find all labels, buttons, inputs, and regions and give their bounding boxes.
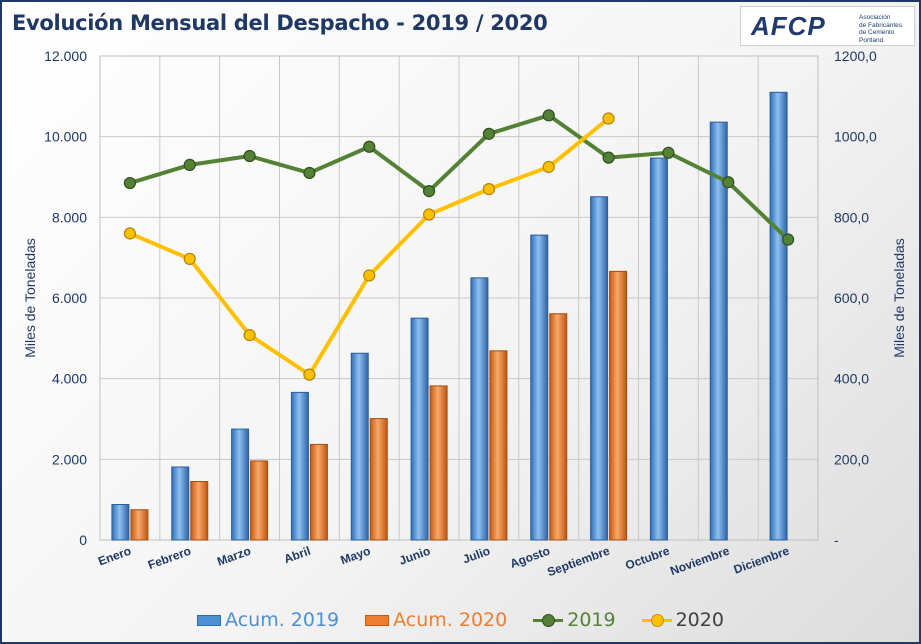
bar-acum-2019-agosto xyxy=(530,234,549,541)
x-tick-label: Junio xyxy=(397,544,432,568)
legend-label-acum-2020: Acum. 2020 xyxy=(393,609,508,631)
y-tick-label: 0 xyxy=(79,532,87,548)
point-2019-abril xyxy=(303,166,316,180)
x-tick-label: Febrero xyxy=(146,544,193,572)
point-2020-mayo xyxy=(363,269,376,282)
y2-tick-label: 1000,0 xyxy=(834,129,877,145)
point-2020-febrero xyxy=(183,252,196,265)
x-tick-label: Abril xyxy=(282,544,312,567)
point-2019-enero xyxy=(123,176,137,190)
x-tick-label: Octubre xyxy=(623,544,671,573)
point-2020-junio xyxy=(422,208,436,221)
bar-acum-2019-octubre xyxy=(649,157,668,541)
point-2019-septiembre xyxy=(602,151,615,164)
y2-tick-label: 800,0 xyxy=(834,209,869,225)
bar-acum-2019-diciembre xyxy=(769,91,788,541)
bar-acum-2019-abril xyxy=(290,391,309,541)
point-2019-noviembre xyxy=(722,176,735,189)
logo-caption-line: Asociación xyxy=(859,14,891,21)
y-axis-title: Miles de Toneladas xyxy=(22,238,38,358)
point-2020-septiembre xyxy=(602,112,615,125)
point-2020-julio xyxy=(482,183,496,196)
point-2020-abril xyxy=(303,368,316,381)
y-tick-label: 10.000 xyxy=(44,129,87,145)
legend-swatch-2020 xyxy=(641,614,672,627)
logo-caption: Asociación de Fabricantes de Cemento Por… xyxy=(859,14,913,44)
bar-acum-2020-abril xyxy=(309,443,328,541)
logo-mark: AFCP xyxy=(751,11,826,41)
legend-item-2020: 2020 xyxy=(641,609,724,631)
point-2019-junio xyxy=(422,185,436,198)
bar-acum-2020-enero xyxy=(130,509,149,541)
plot-border xyxy=(99,55,819,541)
legend-label-2020: 2020 xyxy=(675,609,724,631)
x-tick-label: Diciembre xyxy=(732,544,792,577)
legend-swatch-acum-2019 xyxy=(197,614,222,626)
point-2019-octubre xyxy=(662,146,675,159)
point-2020-agosto xyxy=(542,160,555,174)
bar-acum-2020-marzo xyxy=(250,460,269,541)
logo-caption-line: de Cemento xyxy=(859,29,895,36)
x-tick-label: Julio xyxy=(461,544,492,567)
bar-acum-2019-junio xyxy=(410,317,429,541)
y-tick-label: 2.000 xyxy=(52,451,87,467)
point-2019-mayo xyxy=(363,140,376,153)
legend-item-2019: 2019 xyxy=(533,609,616,631)
chart-title: Evolución Mensual del Despacho - 2019 / … xyxy=(12,11,548,35)
logo-caption-line: Portland xyxy=(859,36,884,44)
y-tick-label: 6.000 xyxy=(52,290,87,306)
bar-acum-2019-julio xyxy=(470,277,489,541)
logo-caption-line: de Fabricantes xyxy=(859,21,902,29)
point-2020-marzo xyxy=(243,329,256,342)
x-tick-label: Septiembre xyxy=(545,544,612,580)
y2-tick-label: 200,0 xyxy=(834,451,869,467)
bar-acum-2020-febrero xyxy=(190,481,209,541)
bar-acum-2019-marzo xyxy=(231,428,250,541)
afcp-logo: AFCP Asociación de Fabricantes de Cement… xyxy=(740,6,915,46)
y2-tick-label: 400,0 xyxy=(834,371,869,387)
bar-acum-2019-febrero xyxy=(171,466,190,541)
x-tick-label: Mayo xyxy=(339,544,373,568)
point-2019-julio xyxy=(482,127,496,140)
x-tick-label: Noviembre xyxy=(668,544,731,578)
bar-acum-2020-mayo xyxy=(369,418,388,541)
legend-swatch-2019 xyxy=(533,614,564,627)
y-tick-label: 12.000 xyxy=(44,48,87,64)
bar-acum-2020-junio xyxy=(429,385,448,541)
bar-acum-2019-mayo xyxy=(350,352,369,541)
legend-label-2019: 2019 xyxy=(567,609,616,631)
point-2019-agosto xyxy=(542,109,555,122)
x-tick-label: Enero xyxy=(96,544,133,569)
point-2019-febrero xyxy=(183,158,196,171)
x-tick-label: Marzo xyxy=(215,544,252,569)
y2-tick-label: - xyxy=(834,532,839,548)
point-2020-enero xyxy=(123,227,137,240)
y-tick-label: 4.000 xyxy=(52,371,87,387)
bar-acum-2020-julio xyxy=(489,350,508,541)
line-series-2019 xyxy=(129,113,790,241)
legend: Acum. 2019 Acum. 2020 2019 2020 xyxy=(2,609,919,631)
bar-acum-2019-septiembre xyxy=(590,196,609,541)
y2-tick-label: 600,0 xyxy=(834,290,869,306)
legend-item-acum-2019: Acum. 2019 xyxy=(197,609,339,631)
bar-acum-2020-septiembre xyxy=(609,270,628,541)
legend-swatch-acum-2020 xyxy=(365,614,390,626)
y2-axis-title: Miles de Toneladas xyxy=(891,238,907,358)
y-tick-label: 8.000 xyxy=(52,209,87,225)
legend-label-acum-2019: Acum. 2019 xyxy=(225,609,340,631)
legend-item-acum-2020: Acum. 2020 xyxy=(365,609,507,631)
point-2019-marzo xyxy=(243,149,256,163)
bar-acum-2019-noviembre xyxy=(709,121,728,541)
y2-tick-label: 1200,0 xyxy=(834,48,877,64)
bar-acum-2020-agosto xyxy=(549,313,568,541)
point-2019-diciembre xyxy=(781,233,795,246)
bar-acum-2019-enero xyxy=(111,504,130,541)
